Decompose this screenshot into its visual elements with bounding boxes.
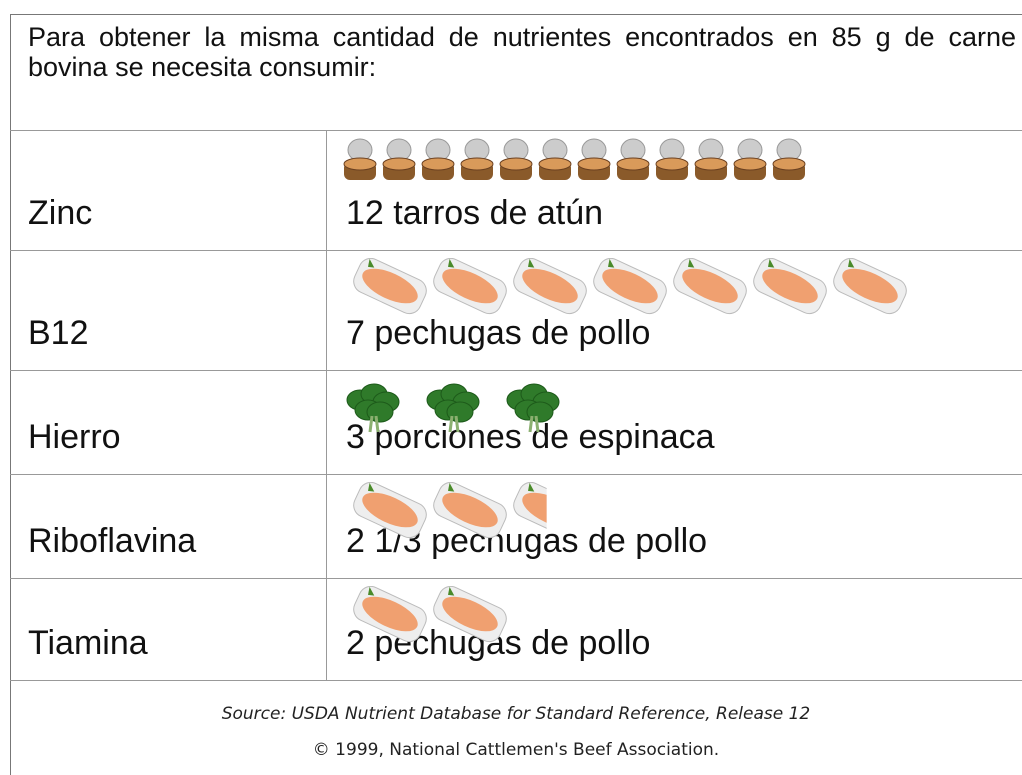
icon [538, 138, 572, 180]
icon [353, 258, 427, 315]
icon [753, 258, 827, 315]
icon [577, 138, 611, 180]
icon [499, 138, 533, 180]
source: Source: USDA Nutrient Database for Stand… [221, 704, 811, 724]
icon [733, 138, 767, 180]
row-line [10, 250, 1022, 251]
icon [343, 138, 377, 180]
icons [353, 482, 547, 539]
icon [353, 482, 427, 539]
row-line [10, 474, 1022, 475]
nutrient: Zinc [28, 194, 93, 232]
icon [616, 138, 650, 180]
icons [353, 586, 507, 643]
icon [506, 383, 560, 433]
icon [433, 586, 507, 643]
icon [346, 383, 400, 433]
column-divider [326, 130, 327, 680]
icon [382, 138, 416, 180]
icon [426, 383, 480, 433]
icons [353, 258, 907, 315]
icon [655, 138, 689, 180]
nutrient: Riboflavina [28, 522, 197, 560]
icon [460, 138, 494, 180]
icon [833, 258, 907, 315]
icon [353, 586, 427, 643]
icon [513, 482, 547, 539]
row-line [10, 370, 1022, 371]
icon [772, 138, 806, 180]
row-line [10, 578, 1022, 579]
icon [421, 138, 455, 180]
icons [343, 138, 806, 180]
icon [694, 138, 728, 180]
row-line [10, 130, 1022, 131]
row-line [10, 680, 1022, 681]
icon [433, 258, 507, 315]
copyright: © 1999, National Cattlemen's Beef Associ… [312, 740, 720, 760]
amount: 7 pechugas de pollo [346, 314, 651, 352]
frame [10, 14, 1022, 775]
icon [513, 258, 587, 315]
icon [593, 258, 667, 315]
icon [673, 258, 747, 315]
amount: 12 tarros de atún [346, 194, 604, 232]
nutrient: Hierro [28, 418, 121, 456]
nutrient: B12 [28, 314, 89, 352]
icon [433, 482, 507, 539]
title: Para obtener la misma cantidad de nutrie… [28, 22, 1016, 82]
icons [346, 383, 560, 433]
nutrient: Tiamina [28, 624, 148, 662]
